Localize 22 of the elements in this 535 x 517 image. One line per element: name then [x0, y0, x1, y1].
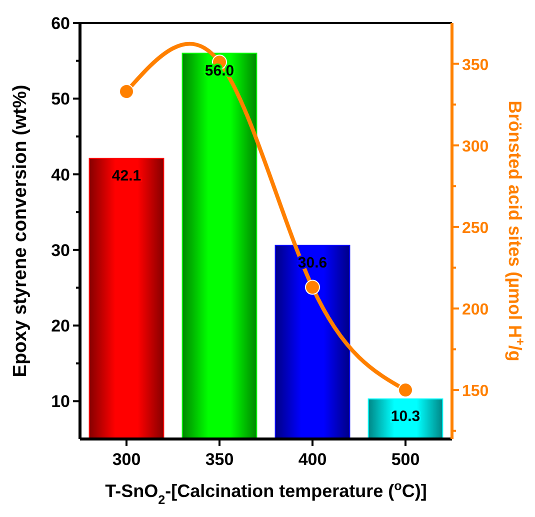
y2-tick-label: 300: [462, 138, 489, 156]
x-tick-label: 350: [205, 450, 234, 469]
point: [305, 280, 320, 295]
x-axis-title: T-SnO$_{2}$-[Calcination temperature ($^{o}$C)]: [105, 479, 427, 507]
y-tick-label: 30: [51, 240, 70, 260]
x-tick-label: 500: [391, 450, 420, 469]
y-tick-label: 50: [51, 90, 70, 109]
y-tick-label: 10: [51, 392, 70, 412]
point: [119, 84, 134, 100]
y2-tick-label: 200: [462, 301, 489, 318]
x-tick-label: 400: [298, 450, 327, 469]
y-tick-label: 40: [51, 165, 70, 184]
y-tick-label: 60: [51, 14, 70, 33]
data-label: 10.3: [390, 408, 420, 425]
y-tick-label: 20: [51, 316, 70, 336]
x-tick-label: 300: [112, 450, 141, 469]
y-axis-title: Epoxy styrene conversion (wt%): [10, 84, 31, 378]
y2-tick-label: 250: [462, 220, 489, 237]
point: [398, 382, 413, 398]
data-label: 42.1: [112, 167, 142, 184]
y2-tick-label: 150: [462, 383, 489, 400]
y2-tick-label: 350: [462, 56, 489, 74]
